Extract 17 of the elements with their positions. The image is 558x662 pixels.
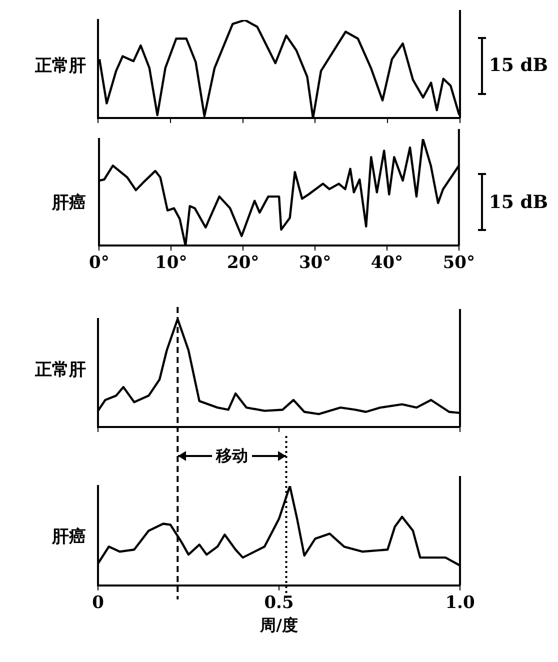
y-axis-title: 肝癌 (50, 526, 86, 548)
y-axis-title: 正常肝 (34, 359, 86, 381)
x-tick-label: 10° (155, 253, 188, 274)
x-tick-label: 50° (442, 253, 476, 274)
text: 15 dB (488, 55, 548, 76)
x-tick-label: 1.0 (445, 593, 475, 614)
x-tick-label: 0 (92, 593, 104, 614)
y-axis-title: 正常肝 (34, 55, 86, 77)
x-axis-title: 周/度 (259, 616, 298, 635)
x-tick-label: 0° (88, 253, 110, 274)
x-tick-label: 30° (298, 253, 332, 274)
text: 移动 (212, 446, 252, 465)
y-axis-title: 肝癌 (50, 192, 86, 214)
x-tick-label: 0.5 (264, 593, 294, 614)
text: 15 dB (488, 192, 548, 212)
x-tick-label: 20° (226, 253, 260, 274)
x-tick-label: 40° (370, 253, 404, 274)
